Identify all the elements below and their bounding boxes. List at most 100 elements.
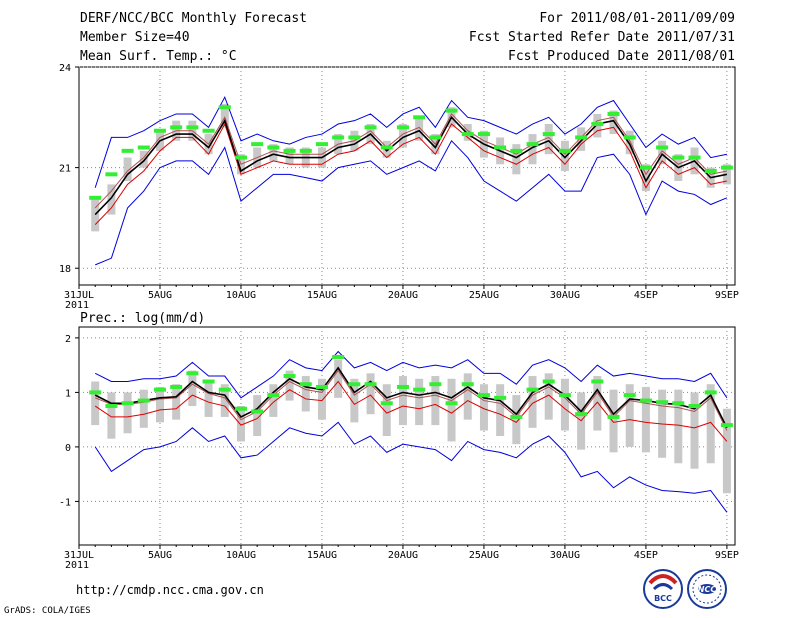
temp-spread-box [139, 150, 148, 168]
prec-spread-box [253, 395, 262, 436]
temp-green-mark [558, 148, 571, 153]
temp-green-mark [153, 128, 166, 133]
prec-spread-box [236, 406, 245, 442]
prec-x-tick-label: 15AUG [307, 550, 337, 561]
temp-green-mark [299, 148, 312, 153]
prec-green-mark [672, 401, 685, 406]
temp-x-tick-label: 9SEP [715, 290, 739, 301]
bcc-logo-text: BCC [654, 594, 672, 603]
temp-green-mark [283, 148, 296, 153]
temp-green-mark [332, 135, 345, 140]
prec-x-tick-label: 2011 [65, 560, 89, 571]
temp-spread-box [269, 144, 278, 161]
prec-spread-box [690, 392, 699, 469]
prec-spread-box [317, 378, 326, 420]
temp-x-tick-label: 20AUG [388, 290, 418, 301]
prec-spread-box [366, 373, 375, 415]
temp-green-mark [202, 128, 215, 133]
prec-green-mark [348, 382, 361, 387]
temp-green-mark [267, 145, 280, 150]
prec-spread-box [528, 376, 537, 428]
temp-green-mark [380, 145, 393, 150]
prec-spread-box [625, 384, 634, 447]
prec-spread-box [431, 376, 440, 426]
prec-green-mark [623, 393, 636, 398]
temp-x-tick-label: 4SEP [634, 290, 658, 301]
prec-green-mark [137, 398, 150, 403]
temp-green-mark [234, 155, 247, 160]
temp-green-mark [672, 155, 685, 160]
prec-green-mark [445, 401, 458, 406]
prec-green-mark [704, 390, 717, 395]
prec-spread-box [609, 389, 618, 453]
prec-green-mark [429, 382, 442, 387]
prec-x-tick-label: 4SEP [634, 550, 658, 561]
temp-series-median-dark-red [94, 113, 728, 209]
prec-spread-box [722, 408, 731, 494]
prec-spread-box [155, 386, 164, 423]
temp-green-mark [413, 115, 426, 120]
prec-green-mark [364, 382, 377, 387]
ncc-logo-icon: NCC [687, 569, 727, 609]
prec-spread-box [204, 381, 213, 417]
prec-spread-box [172, 384, 181, 420]
temp-green-mark [656, 145, 669, 150]
temp-x-tick-label: 2011 [65, 300, 89, 311]
temp-spread-box [285, 147, 294, 165]
temp-green-mark [105, 172, 118, 177]
temp-green-mark [720, 165, 733, 170]
prec-green-mark [89, 390, 102, 395]
prec-green-mark [510, 414, 523, 419]
temp-green-mark [639, 165, 652, 170]
prec-green-mark [202, 379, 215, 384]
temp-green-mark [218, 105, 231, 110]
temp-spread-box [658, 140, 667, 165]
temp-x-tick-label: 25AUG [469, 290, 499, 301]
temp-x-tick-label: 10AUG [226, 290, 256, 301]
temp-spread-box [641, 164, 650, 192]
figure-title: DERF/NCC/BCC Monthly Forecast [80, 11, 307, 26]
prec-green-mark [461, 382, 474, 387]
temp-spread-box [91, 197, 100, 232]
prec-x-tick-label: 5AUG [148, 550, 172, 561]
temp-green-mark [623, 135, 636, 140]
temp-spread-box [415, 117, 424, 141]
prec-series-median-dark-red [95, 369, 728, 431]
temp-green-mark [494, 145, 507, 150]
temp-series-ensemble-mean-black [94, 115, 728, 216]
prec-green-mark [234, 406, 247, 411]
prec-spread-box [593, 376, 602, 431]
temp-spread-box [560, 140, 569, 171]
prec-y-tick-label: 1 [65, 388, 71, 399]
temp-x-tick-label: 15AUG [307, 290, 337, 301]
prec-green-mark [413, 387, 426, 392]
prec-spread-box [560, 378, 569, 431]
variable-label: Mean Surf. Temp.: °C [80, 49, 237, 64]
temp-green-mark [429, 135, 442, 140]
temp-x-tick-label: 30AUG [550, 290, 580, 301]
source-url[interactable]: http://cmdp.ncc.cma.gov.cn [76, 583, 264, 597]
prec-spread-box [544, 373, 553, 420]
prec-x-tick-label: 31JUL [64, 550, 94, 561]
prec-spread-box [479, 384, 488, 431]
temp-series-lower-envelope-blue [95, 139, 728, 266]
prec-series-upper-envelope-blue [94, 350, 728, 399]
temp-green-mark [121, 148, 134, 153]
prec-spread-box [188, 370, 197, 407]
prec-green-mark [656, 400, 669, 405]
temp-y-tick-label: 21 [59, 164, 71, 175]
prec-y-tick-label: -1 [59, 497, 71, 508]
temp-green-mark [704, 168, 717, 173]
prec-green-mark [186, 371, 199, 376]
temp-green-mark [445, 108, 458, 113]
temp-green-mark [461, 132, 474, 137]
prec-green-mark [380, 401, 393, 406]
prec-green-mark [688, 404, 701, 409]
prec-spread-box [512, 395, 521, 445]
prec-series-lower-envelope-blue [94, 421, 728, 513]
prec-series-ensemble-mean-black [94, 366, 728, 429]
prec-spread-box [398, 376, 407, 426]
prec-green-mark [153, 387, 166, 392]
